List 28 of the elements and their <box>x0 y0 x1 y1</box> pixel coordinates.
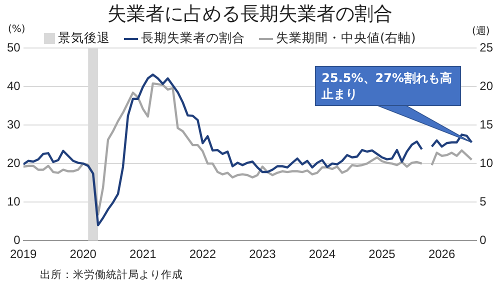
x-tick-label: 2025 <box>368 247 396 262</box>
x-tick-label: 2024 <box>308 247 336 262</box>
y2-tick-label: 25 <box>480 40 494 54</box>
x-tick-label: 2019 <box>10 247 38 262</box>
legend-label: 失業期間・中央値(右軸) <box>276 30 416 47</box>
y2-tick-label: 15 <box>480 117 494 132</box>
x-tick-label: 2020 <box>70 247 97 262</box>
x-tick-label: 2026 <box>428 247 456 262</box>
chart-title: 失業者に占める長期失業者の割合 <box>108 3 392 25</box>
y-tick-label: 20 <box>6 156 21 170</box>
y2-tick-label: 5 <box>480 194 487 208</box>
y-tick-label: 40 <box>6 78 21 93</box>
y-tick-label: 0 <box>14 232 21 247</box>
y2-axis-title: (週) <box>472 25 490 38</box>
y-axis-title: (%) <box>8 24 26 35</box>
y-tick-label: 10 <box>6 194 21 208</box>
legend-label: 長期失業者の割合 <box>141 30 245 47</box>
y2-tick-label: 20 <box>480 78 494 93</box>
y2-tick-label: 10 <box>480 156 494 170</box>
x-tick-label: 2023 <box>249 247 276 262</box>
band-label: 景気後退 <box>58 30 110 47</box>
x-tick-label: 2021 <box>130 247 157 262</box>
x-tick-label: 2022 <box>189 247 216 262</box>
y-tick-label: 50 <box>6 40 21 54</box>
y-tick-label: 30 <box>6 117 21 132</box>
annotation: 25.5%、27%割れも高止まり <box>314 66 461 106</box>
text: 出所：米労働統計局より作成 <box>40 268 183 282</box>
y2-tick-label: 0 <box>480 232 487 247</box>
